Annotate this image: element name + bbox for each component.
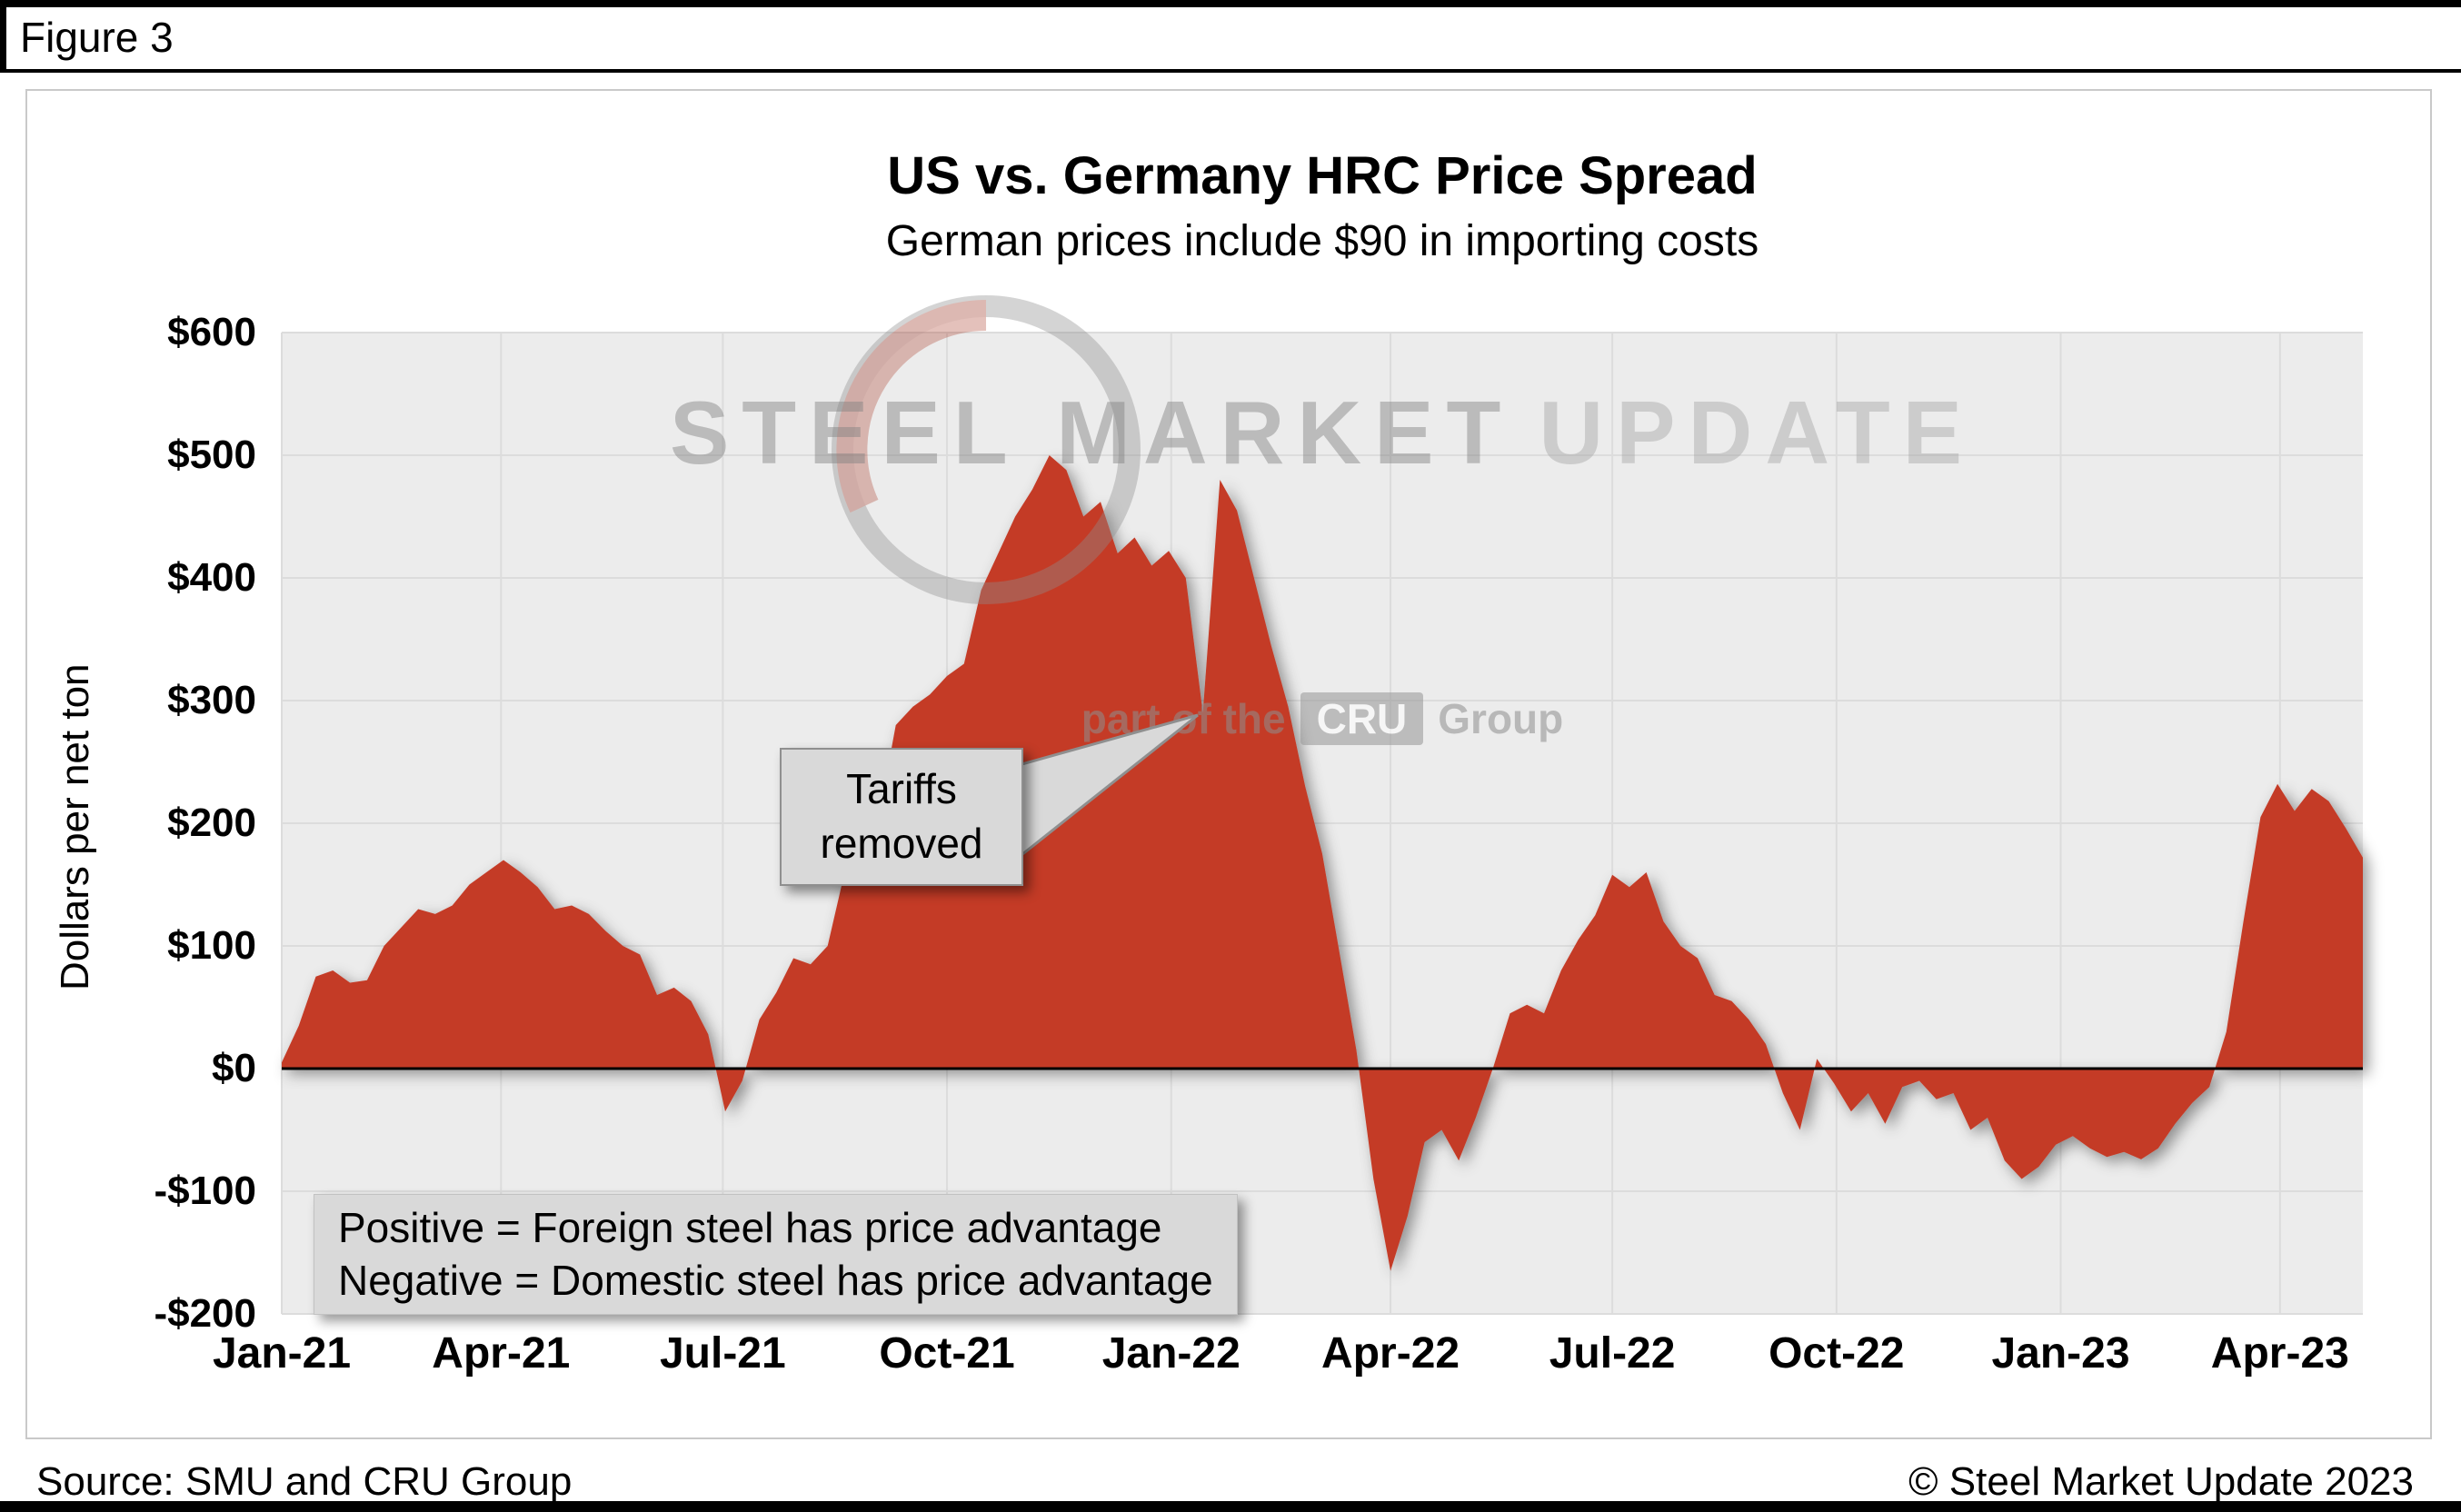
bottom-border	[0, 1501, 2461, 1512]
copyright-note: © Steel Market Update 2023	[1908, 1459, 2414, 1504]
y-tick-label: -$100	[154, 1169, 256, 1213]
x-tick-label: Jan-22	[1101, 1329, 1240, 1378]
header-divider	[0, 69, 2461, 73]
y-tick-label: $400	[167, 555, 256, 600]
figure-label: Figure 3	[20, 14, 174, 61]
x-tick-label: Jul-22	[1549, 1329, 1676, 1378]
note-line2: Negative = Domestic steel has price adva…	[338, 1256, 1213, 1304]
callout-line2: removed	[820, 820, 983, 867]
x-tick-label: Jul-21	[659, 1329, 786, 1378]
x-tick-label: Apr-22	[1321, 1329, 1460, 1378]
x-tick-label: Oct-21	[879, 1329, 1015, 1378]
y-tick-label: $500	[167, 433, 256, 477]
chart-title: US vs. Germany HRC Price Spread	[887, 146, 1758, 205]
y-tick-label: $600	[167, 310, 256, 354]
x-tick-label: Apr-21	[432, 1329, 571, 1378]
tariffs-removed-callout: Tariffs removed	[780, 748, 1023, 886]
source-note: Source: SMU and CRU Group	[36, 1459, 573, 1504]
chart-subtitle: German prices include $90 in importing c…	[885, 217, 1759, 265]
y-tick-label: -$200	[154, 1291, 256, 1336]
top-border	[0, 0, 2461, 7]
x-tick-label: Jan-23	[1991, 1329, 2130, 1378]
callout-line1: Tariffs	[846, 765, 957, 813]
y-tick-label: $200	[167, 801, 256, 845]
y-tick-label: $0	[212, 1046, 256, 1090]
y-tick-label: $100	[167, 923, 256, 968]
x-tick-label: Jan-21	[212, 1329, 352, 1378]
x-tick-label: Apr-23	[2210, 1329, 2349, 1378]
legend-note: Positive = Foreign steel has price advan…	[314, 1194, 1238, 1315]
y-tick-label: $300	[167, 678, 256, 722]
x-tick-label: Oct-22	[1769, 1329, 1905, 1378]
left-border	[0, 0, 6, 73]
note-line1: Positive = Foreign steel has price advan…	[338, 1204, 1162, 1251]
